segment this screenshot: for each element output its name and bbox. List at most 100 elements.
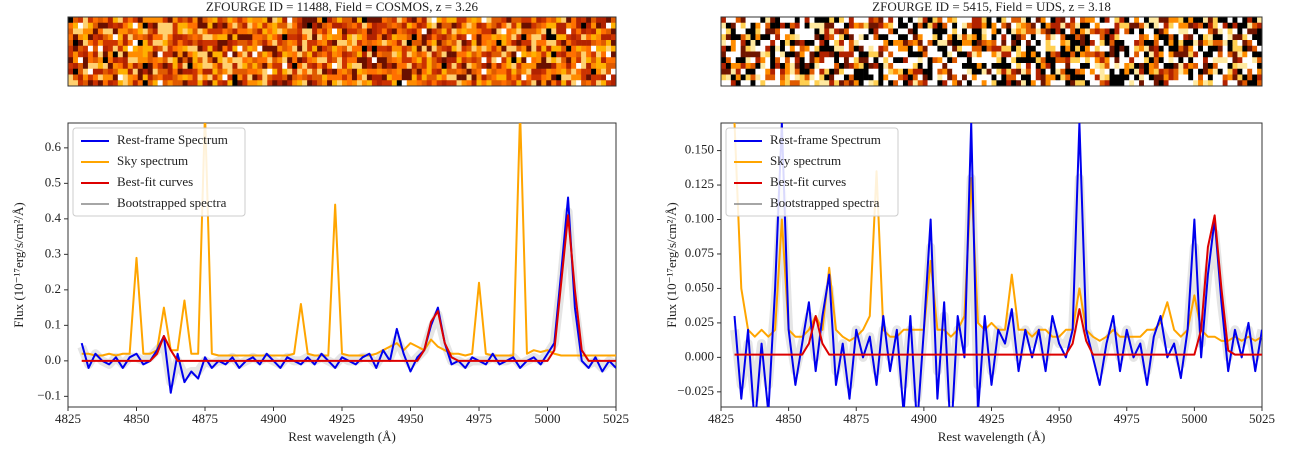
spectrum-2d-pixel [257,68,263,75]
spectrum-2d-pixel [765,57,771,64]
spectrum-2d-pixel [611,63,617,70]
spectrum-2d-pixel [356,28,363,35]
spectrum-2d-pixel [1178,57,1184,64]
spectrum-2d-pixel [302,45,308,52]
spectrum-2d-pixel [765,40,771,47]
spectrum-2d-pixel [162,40,168,47]
spectrum-2d-pixel [789,28,796,35]
spectrum-2d-pixel [137,74,144,81]
spectrum-2d-pixel [566,45,572,52]
spectrum-2d-pixel [207,57,213,64]
spectrum-2d-pixel [966,68,973,75]
spectrum-2d-pixel [1060,28,1066,35]
spectrum-2d-pixel [381,74,388,81]
spectrum-2d-pixel [217,45,223,52]
spectrum-2d-pixel [601,17,607,24]
spectrum-2d-pixel [421,63,427,70]
spectrum-2d-pixel [1198,68,1204,75]
spectrum-2d-pixel [152,22,158,29]
spectrum-2d-pixel [986,34,992,41]
spectrum-2d-pixel [346,74,353,81]
spectrum-2d-pixel [966,74,973,81]
spectrum-2d-pixel [1163,74,1169,81]
spectrum-2d-pixel [416,80,423,87]
spectrum-2d-pixel [1247,74,1253,81]
spectrum-2d-pixel [1232,40,1238,47]
spectrum-2d-pixel [1021,45,1027,52]
spectrum-2d-pixel [745,63,751,70]
spectrum-2d-pixel [396,34,403,41]
spectrum-2d-pixel [1193,51,1199,58]
spectrum-2d-pixel [446,40,452,47]
spectrum-2d-pixel [1011,34,1017,41]
spectrum-2d-pixel [1065,63,1071,70]
spectrum-2d-pixel [401,17,408,24]
spectrum-2d-pixel [1188,34,1194,41]
spectrum-2d-pixel [1050,28,1056,35]
legend-label: Sky spectrum [770,153,841,168]
spectrum-2d-pixel [366,17,373,24]
spectrum-2d-pixel [740,68,746,75]
spectrum-2d-pixel [725,51,732,58]
x-tick-label: 4900 [261,411,287,426]
spectrum-2d-pixel [1163,45,1169,52]
spectrum-2d-pixel [1158,80,1164,87]
spectrum-2d-pixel [1242,63,1248,70]
spectrum-2d-pixel [82,40,89,47]
spectrum-2d-pixel [92,57,99,64]
spectrum-2d-pixel [137,34,144,41]
plot-lines [730,123,1262,407]
spectrum-2d-pixel [794,74,800,81]
spectrum-2d-pixel [566,57,572,64]
spectrum-2d-pixel [1021,28,1027,35]
spectrum-2d-pixel [127,80,134,87]
spectrum-2d-pixel [1114,45,1120,52]
spectrum-2d-pixel [878,45,884,52]
spectrum-2d-pixel [491,51,497,58]
spectrum-2d-pixel [127,34,134,41]
spectrum-2d-pixel [312,45,318,52]
spectrum-2d-pixel [292,74,298,81]
spectrum-2d-pixel [401,22,408,29]
spectrum-2d-pixel [912,74,919,81]
spectrum-2d-pixel [1040,80,1046,87]
spectrum-2d-pixel [1025,68,1032,75]
spectrum-2d-pixel [721,74,727,81]
spectrum-2d-pixel [912,63,919,70]
spectrum-2d-pixel [137,45,144,52]
spectrum-2d-pixel [87,80,94,87]
spectrum-2d-pixel [1094,80,1100,87]
spectrum-2d-pixel [102,40,109,47]
spectrum-2d-pixel [471,74,477,81]
spectrum-2d-pixel [142,57,149,64]
spectrum-2d-pixel [1212,45,1219,52]
spectrum-2d-pixel [1198,22,1204,29]
spectrum-2d-pixel [1168,40,1174,47]
spectrum-2d-pixel [307,17,313,24]
spectrum-2d-pixel [1257,57,1263,64]
spectrum-2d-pixel [506,51,512,58]
spectrum-2d-pixel [92,40,99,47]
spectrum-2d-pixel [307,74,313,81]
spectrum-2d-pixel [307,80,313,87]
spectrum-2d-pixel [401,80,408,87]
x-tick-label: 4850 [776,411,802,426]
spectrum-2d-pixel [966,22,973,29]
spectrum-2d-pixel [247,28,253,35]
spectrum-2d-pixel [606,68,612,75]
spectrum-2d-pixel [491,17,497,24]
spectrum-2d-pixel [888,40,894,47]
spectrum-2d-pixel [794,57,800,64]
spectrum-2d-pixel [361,34,368,41]
spectrum-2d-pixel [576,22,582,29]
spectrum-2d-pixel [1183,63,1189,70]
spectrum-2d-pixel [277,45,283,52]
spectrum-2d-pixel [466,51,472,58]
spectrum-2d-pixel [902,51,909,58]
spectrum-2d-pixel [1222,45,1228,52]
spectrum-2d-pixel [596,17,602,24]
spectrum-2d-pixel [1139,57,1145,64]
spectrum-2d-pixel [132,28,139,35]
spectrum-2d-pixel [351,68,358,75]
spectrum-2d-pixel [581,80,587,87]
